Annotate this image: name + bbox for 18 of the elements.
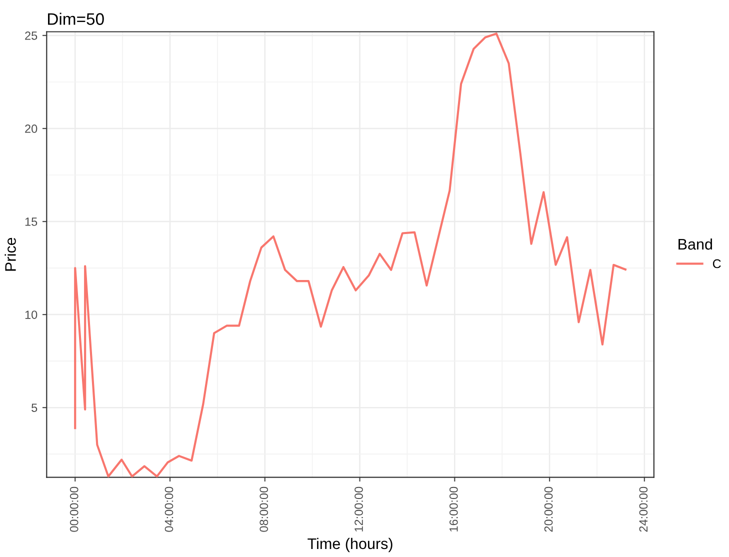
line-series bbox=[74, 32, 626, 478]
x-axis-title: Time (hours) bbox=[308, 538, 392, 552]
y-tick-label: 5 bbox=[32, 404, 38, 412]
x-tick-label: 16:00:00 bbox=[449, 486, 458, 532]
x-tick-label: 00:00:00 bbox=[70, 486, 78, 532]
y-tick-label: 25 bbox=[25, 32, 38, 40]
chart-title: Dim=50 bbox=[48, 12, 104, 25]
x-tick-label: 20:00:00 bbox=[544, 486, 553, 532]
legend-title: Band bbox=[678, 238, 712, 250]
y-tick-label: 10 bbox=[25, 310, 38, 319]
x-tick-label: 04:00:00 bbox=[164, 486, 174, 532]
x-tick-label: 12:00:00 bbox=[354, 486, 363, 532]
x-tick-label: 24:00:00 bbox=[639, 486, 648, 532]
y-tick-label: 15 bbox=[25, 218, 38, 226]
y-tick-label: 20 bbox=[25, 124, 38, 133]
legend-label: C bbox=[712, 259, 721, 268]
x-tick-label: 08:00:00 bbox=[260, 486, 268, 532]
y-axis-title: Price bbox=[4, 238, 16, 271]
